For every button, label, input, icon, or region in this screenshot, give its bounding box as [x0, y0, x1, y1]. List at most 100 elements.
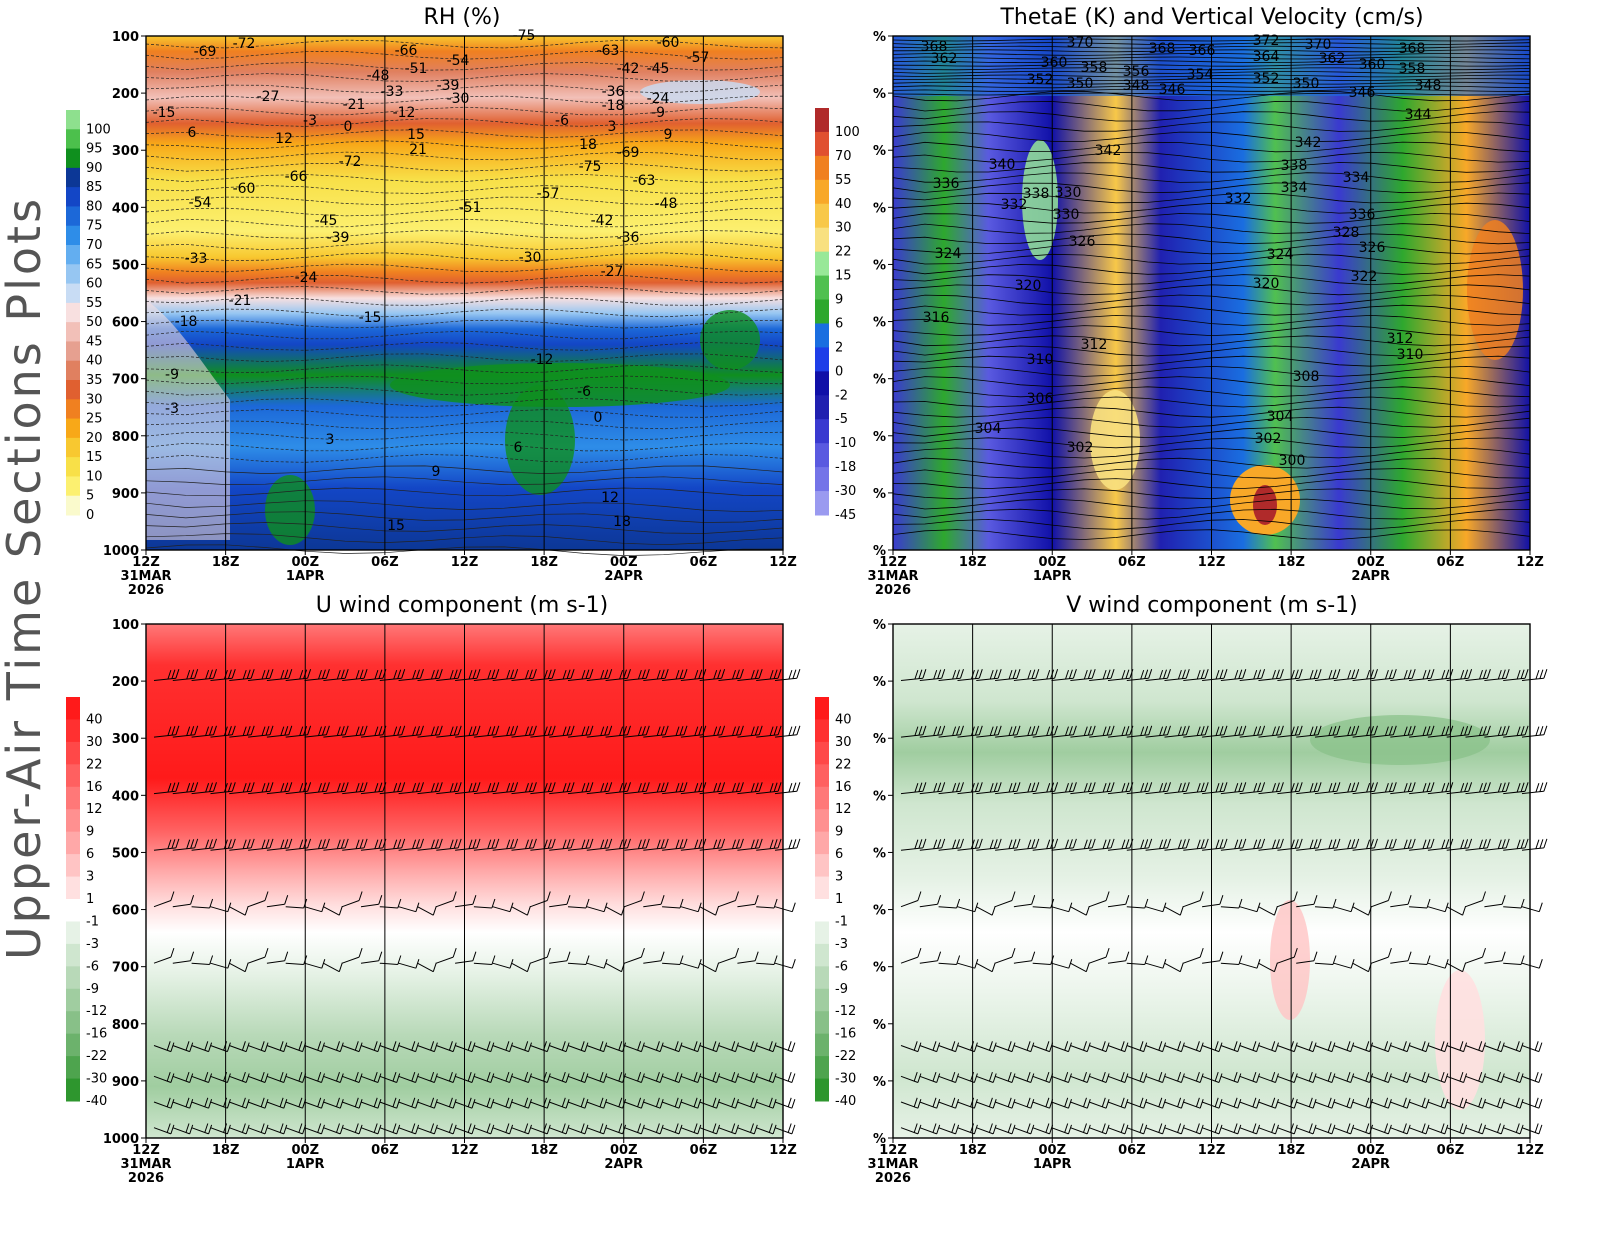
wind-barb-staff: [360, 1101, 379, 1109]
colorbar-label: 9: [835, 293, 843, 308]
wind-barb-staff: [624, 1127, 642, 1135]
rh-contour-label: -18: [175, 314, 198, 330]
wind-barb-flag: [339, 1124, 344, 1135]
wind-barb-staff: [1089, 1045, 1107, 1053]
wind-barb-flag: [1214, 1097, 1219, 1107]
colorbar-label: 1: [835, 892, 843, 907]
wind-barb-flag: [363, 725, 368, 735]
wind-barb-flag: [358, 1124, 363, 1135]
wind-barb-flag: [1392, 838, 1397, 849]
wind-barb-flag: [226, 1099, 231, 1109]
wind-barb-flag: [1387, 1124, 1392, 1135]
wind-barb-flag: [420, 725, 424, 735]
wind-barb-flag: [170, 1099, 175, 1109]
wind-barb-flag: [1083, 839, 1088, 849]
wind-barb-staff: [1446, 1127, 1464, 1135]
wind-barb-flag: [581, 669, 586, 680]
wind-barb-flag: [933, 839, 938, 849]
wind-barb-flag: [1272, 839, 1276, 849]
rh-contour-label: -72: [339, 154, 362, 170]
rh-contour: [145, 353, 784, 362]
wind-barb-staff: [1314, 1127, 1333, 1135]
colorbar-swatch: [66, 966, 80, 990]
wind-barb-staff: [1371, 1075, 1389, 1083]
wind-barb-staff: [153, 900, 172, 908]
rh-contour-label: 0: [594, 410, 603, 426]
rh-contour: [145, 84, 784, 94]
thetae-contour-label: 346: [1349, 85, 1376, 101]
wind-barb-flag: [997, 725, 1002, 735]
wind-barb-staff: [1126, 1127, 1144, 1135]
wind-barb-flag: [1459, 1123, 1464, 1133]
colorbar-swatch: [66, 418, 80, 439]
wind-barb-flag: [561, 1097, 566, 1107]
wind-barb-flag: [468, 839, 473, 849]
wind-barb-flag: [732, 839, 736, 849]
wind-barb-flag: [284, 839, 289, 849]
x-tick-label: 00Z: [291, 555, 319, 570]
wind-barb-flag: [1218, 1124, 1223, 1135]
rh-moist-spot-2: [265, 475, 315, 545]
rh-contour-label: -6: [555, 113, 569, 129]
wind-barb-flag: [1162, 1042, 1167, 1052]
wind-barb-flag: [167, 669, 172, 680]
wind-barb-flag: [1026, 1123, 1031, 1133]
wind-barb-flag: [917, 891, 922, 901]
colorbar-label: 6: [835, 316, 843, 331]
wind-barb-flag: [1520, 955, 1525, 965]
wind-barb-flag: [721, 725, 726, 735]
wind-barb-flag: [265, 782, 270, 792]
colorbar-swatch: [66, 943, 80, 967]
wind-barb-flag: [1462, 962, 1467, 972]
wind-barb-flag: [1234, 669, 1239, 680]
wind-barb-flag: [1196, 726, 1201, 736]
rh-contour-label: -45: [315, 213, 338, 229]
wind-barb-flag: [166, 1041, 171, 1051]
wind-barb-flag: [712, 1097, 717, 1107]
wind-barb-flag: [416, 782, 420, 792]
x-tick-label: 12Z: [769, 1143, 797, 1158]
rh-contour-label: -36: [602, 84, 625, 100]
wind-barb-flag: [486, 1123, 491, 1133]
wind-barb-flag: [694, 726, 699, 736]
wind-barb-flag: [1539, 839, 1544, 849]
wind-barb-staff: [1484, 903, 1503, 908]
colorbar-swatch: [815, 443, 829, 468]
colorbar-swatch: [815, 988, 829, 1012]
wind-barb-flag: [566, 782, 571, 792]
colorbar-swatch: [815, 299, 829, 324]
wind-barb-flag: [773, 839, 778, 849]
wind-barb-flag: [412, 726, 417, 736]
wind-barb-flag: [1252, 1041, 1257, 1051]
wind-barb-staff: [266, 1075, 284, 1083]
thetae-contour-label: 310: [1397, 347, 1424, 363]
wind-barb-staff: [323, 1127, 341, 1135]
wind-barb-staff: [1465, 956, 1483, 964]
wind-barb-flag: [242, 839, 247, 849]
rh-contour: [145, 151, 784, 161]
rh-contour-label: -54: [447, 53, 470, 69]
colorbar-swatch: [66, 206, 80, 227]
wind-barb-flag: [209, 726, 213, 736]
wind-barb-staff: [1352, 1045, 1370, 1053]
wind-barb-flag: [1159, 839, 1164, 849]
wind-barb-flag: [1309, 839, 1314, 849]
wind-barb-staff: [900, 1101, 919, 1109]
wind-barb-staff: [605, 906, 622, 916]
wind-barb-staff: [624, 1045, 642, 1053]
wind-barb-flag: [340, 782, 345, 792]
wind-barb-flag: [914, 783, 919, 793]
wind-barb-staff: [643, 1127, 661, 1135]
wind-barb-flag: [241, 1071, 246, 1082]
wind-barb-flag: [1068, 726, 1073, 736]
wind-barb-flag: [204, 1071, 209, 1082]
wind-barb-flag: [321, 726, 326, 736]
wind-barb-flag: [656, 669, 661, 680]
wind-barb-staff: [1352, 1101, 1370, 1109]
rh-contour: [145, 431, 784, 441]
wind-barb-flag: [941, 669, 946, 679]
wind-barb-flag: [359, 726, 364, 736]
wind-barb-staff: [379, 1101, 397, 1109]
wind-barb-flag: [231, 669, 236, 679]
rh-contour: [145, 218, 784, 228]
